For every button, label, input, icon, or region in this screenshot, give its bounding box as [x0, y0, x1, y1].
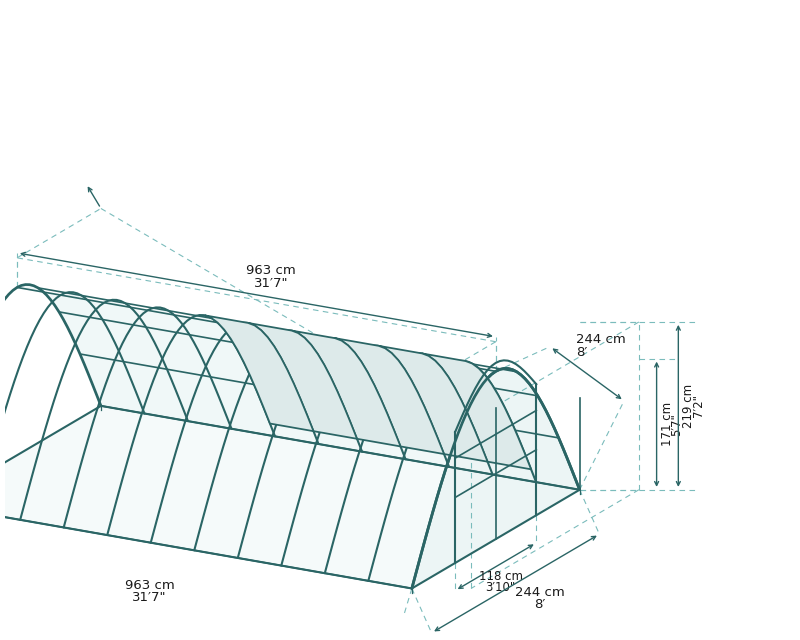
Text: 8′: 8′	[576, 346, 587, 358]
Text: 118 cm: 118 cm	[478, 570, 522, 582]
Polygon shape	[422, 353, 531, 469]
Text: 5′7": 5′7"	[670, 413, 683, 436]
Polygon shape	[61, 292, 188, 421]
Text: 963 cm: 963 cm	[125, 579, 174, 592]
Text: 244 cm: 244 cm	[576, 333, 626, 346]
Polygon shape	[278, 330, 406, 460]
Text: 31′7": 31′7"	[254, 277, 289, 290]
Polygon shape	[322, 338, 449, 467]
Text: 171 cm: 171 cm	[661, 402, 674, 446]
Polygon shape	[248, 323, 357, 439]
Polygon shape	[452, 361, 580, 490]
Text: 219 cm: 219 cm	[682, 384, 695, 428]
Text: 3′10": 3′10"	[486, 580, 516, 593]
Polygon shape	[409, 353, 536, 482]
Text: 31′7": 31′7"	[132, 591, 166, 604]
Polygon shape	[378, 346, 487, 461]
Polygon shape	[291, 331, 401, 447]
Text: 963 cm: 963 cm	[246, 264, 296, 277]
Text: 7′2": 7′2"	[692, 394, 705, 417]
Text: 244 cm: 244 cm	[515, 586, 565, 600]
Text: 8′: 8′	[534, 598, 546, 611]
Polygon shape	[191, 315, 318, 444]
Polygon shape	[365, 346, 493, 474]
Polygon shape	[205, 316, 314, 431]
Polygon shape	[17, 285, 145, 413]
Polygon shape	[234, 323, 362, 452]
Polygon shape	[148, 307, 275, 436]
Polygon shape	[412, 369, 580, 588]
Polygon shape	[335, 338, 444, 454]
Polygon shape	[104, 300, 231, 429]
Polygon shape	[0, 406, 580, 588]
